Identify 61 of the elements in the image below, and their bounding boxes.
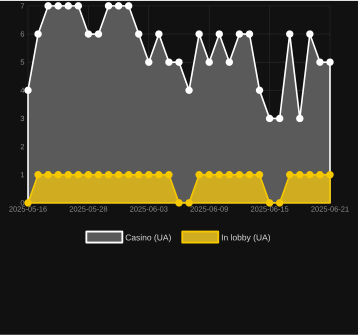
point bbox=[145, 171, 152, 178]
point bbox=[246, 171, 254, 178]
point bbox=[44, 2, 52, 10]
point bbox=[256, 86, 264, 94]
point bbox=[54, 171, 62, 178]
point bbox=[145, 58, 152, 66]
point bbox=[94, 30, 102, 38]
point bbox=[84, 171, 92, 178]
point bbox=[326, 58, 334, 66]
legend-label: Casino (UA) bbox=[126, 234, 171, 242]
point bbox=[286, 171, 294, 178]
point bbox=[44, 171, 52, 178]
point bbox=[74, 171, 82, 178]
point bbox=[94, 171, 102, 178]
point bbox=[206, 58, 213, 66]
point bbox=[216, 30, 223, 38]
point bbox=[155, 171, 163, 178]
point bbox=[226, 171, 234, 178]
point bbox=[135, 30, 142, 38]
point bbox=[266, 114, 274, 122]
point bbox=[104, 2, 112, 10]
point bbox=[226, 58, 234, 66]
point bbox=[236, 171, 244, 178]
point bbox=[256, 171, 264, 178]
point bbox=[34, 171, 42, 178]
point bbox=[316, 58, 324, 66]
point bbox=[246, 30, 254, 38]
point bbox=[326, 171, 334, 178]
point bbox=[114, 2, 122, 10]
point bbox=[195, 171, 203, 178]
point bbox=[124, 2, 132, 10]
point bbox=[296, 114, 304, 122]
point bbox=[236, 30, 244, 38]
point bbox=[175, 58, 183, 66]
point bbox=[135, 171, 142, 178]
point bbox=[216, 171, 223, 178]
legend-label: In lobby (UA) bbox=[222, 234, 270, 242]
point bbox=[185, 86, 193, 94]
point bbox=[276, 114, 284, 122]
point bbox=[64, 171, 72, 178]
point bbox=[74, 2, 82, 10]
point bbox=[34, 30, 42, 38]
point bbox=[104, 171, 112, 178]
point bbox=[54, 2, 62, 10]
point bbox=[165, 58, 173, 66]
point bbox=[84, 30, 92, 38]
point bbox=[316, 171, 324, 178]
point bbox=[114, 171, 122, 178]
point bbox=[165, 171, 173, 178]
point bbox=[195, 30, 203, 38]
point bbox=[286, 30, 294, 38]
point bbox=[185, 199, 193, 207]
point bbox=[306, 171, 314, 178]
point bbox=[175, 199, 183, 207]
point bbox=[64, 2, 72, 10]
point bbox=[296, 171, 304, 178]
point bbox=[24, 86, 32, 94]
point bbox=[124, 171, 132, 178]
point bbox=[206, 171, 213, 178]
point bbox=[306, 30, 314, 38]
point bbox=[155, 30, 163, 38]
